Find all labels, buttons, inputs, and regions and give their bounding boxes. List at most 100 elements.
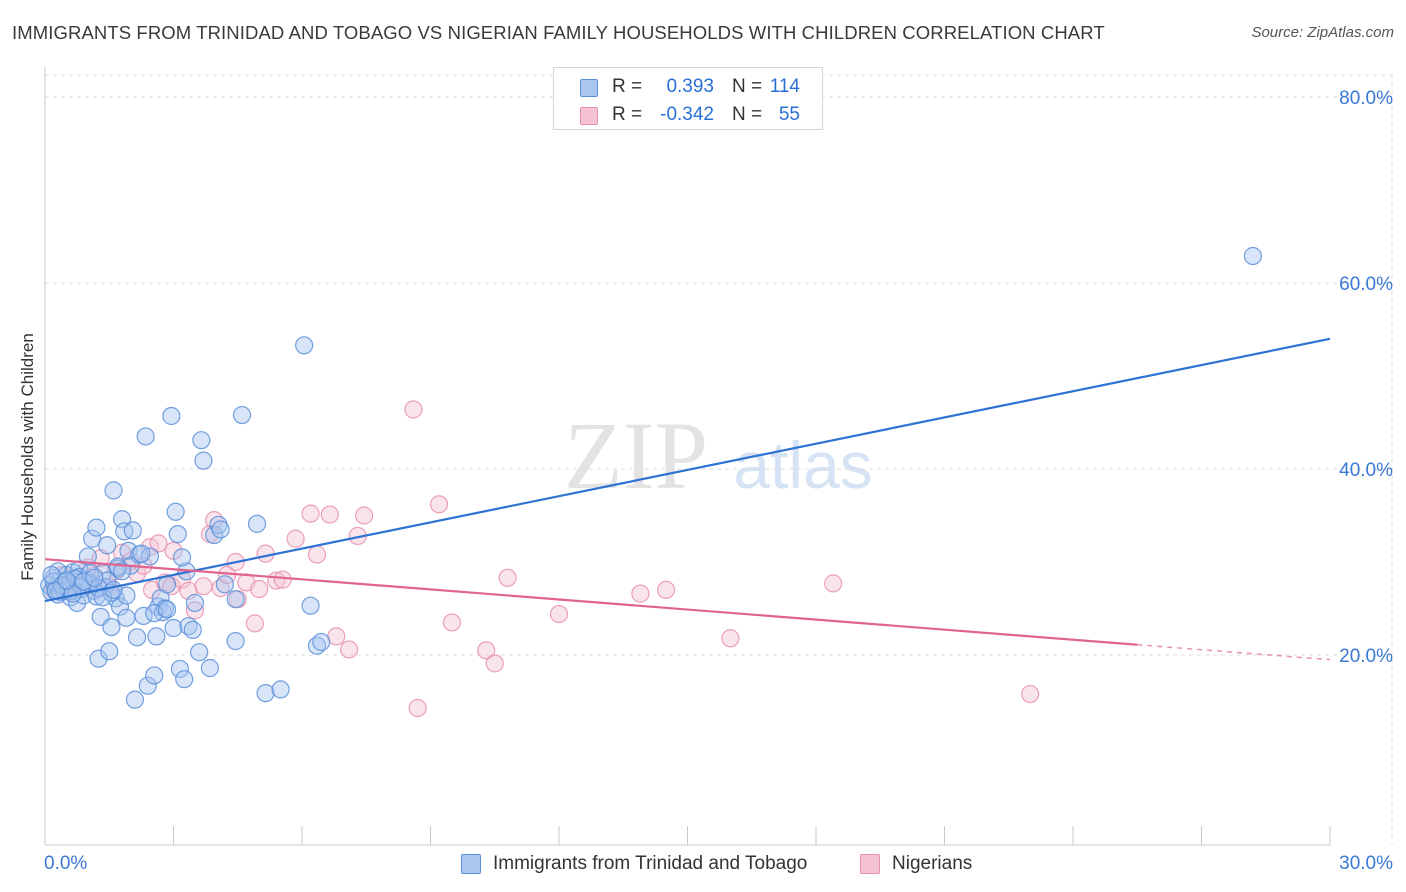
trinidad-point (168, 524, 187, 544)
legend-n-label: N = (732, 104, 763, 125)
nigerians-point (442, 613, 462, 632)
legend-swatch-nigerians (580, 107, 598, 125)
nigerians-point (656, 580, 676, 600)
legend-n-value-nigerians: 55 (778, 104, 800, 125)
nigerians-point (631, 584, 650, 603)
trinidad-point (125, 690, 145, 709)
y-tick-label: 80.0% (1339, 88, 1393, 109)
nigerians-point (307, 545, 327, 564)
trinidad-point (1243, 246, 1263, 266)
trinidad-point (172, 548, 192, 567)
trinidad-point (87, 518, 106, 537)
trinidad-point (170, 659, 190, 679)
axes (44, 67, 1331, 846)
x-tick-label-min: 0.0% (44, 853, 87, 874)
nigerians-point (273, 570, 292, 589)
trinidad-point (271, 680, 290, 699)
trinidad-point (104, 481, 123, 500)
nigerians-point (149, 534, 168, 553)
nigerians-point (250, 579, 269, 599)
nigerians-point (477, 641, 496, 660)
tick-labels: 20.0% 40.0% 60.0% 80.0% 0.0% 30.0% (44, 88, 1393, 874)
trinidad-point (301, 596, 320, 615)
series-legend-label-nigerians: Nigerians (892, 853, 973, 874)
trinidad-point (164, 618, 183, 638)
nigerians-point (485, 654, 504, 673)
trinidad-point (147, 627, 166, 646)
trinidad-point (247, 514, 267, 533)
trinidad-point (215, 575, 234, 594)
watermark-atlas: atlas (733, 428, 872, 502)
nigerians-points (44, 400, 1040, 718)
trinidad-point (100, 642, 119, 661)
trinidad-point (127, 628, 147, 647)
nigerians-point (721, 629, 740, 648)
trinidad-point (57, 571, 76, 590)
nigerians-point (301, 504, 320, 523)
trinidad-point (190, 643, 209, 662)
legend-r-value-nigerians: -0.342 (660, 104, 714, 125)
nigerians-point (245, 614, 264, 633)
trinidad-point (226, 631, 245, 651)
trinidad-point (98, 536, 117, 555)
trinidad-point (102, 617, 121, 637)
trinidad-point (89, 649, 108, 668)
y-tick-label: 60.0% (1339, 274, 1393, 295)
trinidad-point (194, 451, 213, 470)
nigerians-point (355, 506, 374, 525)
legend-n-value-trinidad: 114 (769, 76, 800, 97)
trinidad-point (85, 568, 104, 587)
nigerians-point (404, 400, 423, 419)
nigerians-point (498, 568, 517, 587)
trinidad-point (162, 406, 181, 426)
correlation-legend: R = 0.393 N = 114 R = -0.342 N = 55 (553, 67, 823, 130)
series-legend-label-trinidad: Immigrants from Trinidad and Tobago (493, 853, 808, 874)
nigerians-trend-line (44, 558, 1138, 646)
trinidad-point (117, 608, 136, 627)
legend-row-trinidad: R = 0.393 N = 114 (554, 73, 822, 101)
nigerians-point (320, 505, 339, 524)
series-legend-swatch-nigerians (860, 854, 880, 874)
nigerians-point (286, 529, 305, 548)
y-tick-label: 40.0% (1339, 460, 1393, 481)
nigerians-point (549, 604, 569, 624)
watermark: ZIP atlas (564, 402, 873, 509)
trinidad-point (211, 520, 230, 539)
legend-r-value-trinidad: 0.393 (666, 76, 714, 97)
source-label: Source: ZipAtlas.com (1251, 24, 1394, 41)
trinidad-point (312, 632, 331, 652)
trinidad-point (123, 521, 142, 540)
nigerians-point (340, 640, 359, 659)
nigerians-point (824, 574, 843, 593)
x-tick-label-max: 30.0% (1339, 853, 1393, 874)
legend-row-nigerians: R = -0.342 N = 55 (554, 101, 822, 129)
nigerians-point (185, 601, 205, 620)
series-legend-swatch-trinidad (461, 854, 481, 874)
trinidad-points (40, 246, 1263, 709)
nigerians-point (256, 544, 275, 563)
trinidad-trend-line (44, 337, 1331, 603)
nigerians-point (1021, 684, 1040, 704)
trinidad-point (112, 562, 132, 581)
trinidad-point (157, 600, 177, 619)
trinidad-point (175, 670, 194, 689)
trinidad-point (83, 529, 102, 548)
trinidad-point (136, 427, 155, 446)
trinidad-point (132, 544, 151, 563)
trend-lines (44, 337, 1331, 661)
trinidad-point (185, 593, 205, 613)
legend-r-label: R = (612, 76, 643, 97)
nigerians-point (194, 577, 213, 596)
trinidad-point (256, 684, 275, 703)
legend-r-label: R = (612, 104, 643, 125)
trinidad-point (104, 580, 123, 600)
trinidad-point (200, 658, 220, 678)
gridlines (45, 74, 1393, 845)
nigerians-trend-extension (1137, 644, 1331, 661)
nigerians-point (429, 495, 449, 514)
y-tick-label: 20.0% (1339, 646, 1393, 667)
legend-swatch-trinidad (580, 79, 598, 97)
trinidad-point (192, 431, 211, 450)
trinidad-point (110, 597, 130, 616)
